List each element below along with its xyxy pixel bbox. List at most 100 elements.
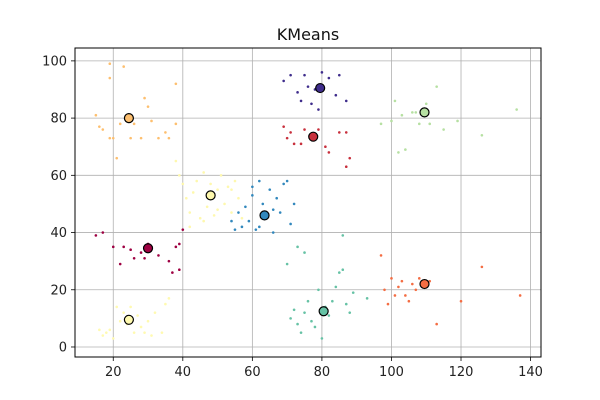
centroid-marker [123,314,135,325]
data-point [122,311,125,314]
data-point [292,202,296,206]
data-points [94,62,522,340]
data-point [226,185,230,189]
data-point [254,228,258,231]
data-point [247,219,251,223]
data-point [306,299,310,303]
data-point [164,131,167,134]
data-point [108,62,112,66]
data-point [184,196,188,200]
data-point [407,299,411,303]
data-point [285,136,289,140]
data-point [178,242,181,246]
x-tick-label: 120 [449,365,474,380]
data-point [334,93,338,97]
data-point [198,216,202,220]
data-point [230,188,233,191]
data-point [178,268,181,272]
centroid-marker [315,82,326,94]
data-point [271,231,275,234]
data-point [317,108,320,111]
data-point [397,285,400,289]
data-point [150,119,153,123]
data-point [317,128,320,131]
data-point [258,225,261,229]
data-point [157,254,160,257]
data-point [230,211,233,214]
data-point [104,331,108,334]
data-point [129,136,132,140]
data-point [94,234,98,237]
x-axis-ticks: 20 40 60 80 100 120 140 [105,357,543,380]
data-point [233,228,237,231]
data-point [404,294,407,297]
data-point [202,219,205,223]
data-point [101,128,105,131]
centroid-marker [419,278,430,290]
x-tick-label: 80 [314,365,331,380]
data-point [118,262,122,266]
x-tick-label: 40 [175,365,192,380]
data-point [327,151,331,154]
data-point [244,205,247,209]
data-point [143,96,146,100]
data-point [164,302,167,306]
y-tick-label: 20 [50,283,67,298]
data-point [174,245,178,249]
data-point [411,111,414,114]
y-tick-label: 60 [50,169,67,184]
data-point [317,288,320,292]
grid [75,48,541,357]
data-point [129,305,132,309]
data-point [400,113,404,117]
x-tick-label: 140 [518,365,543,380]
data-point [393,99,397,103]
data-point [122,245,125,249]
centroids [123,82,430,325]
data-point [132,256,136,260]
data-point [258,179,261,183]
data-point [205,205,209,209]
centroid-marker [259,210,270,221]
data-point [515,108,518,111]
data-point [296,245,299,249]
data-point [167,297,171,300]
data-point [167,259,171,263]
data-point [456,119,459,123]
data-point [98,328,101,332]
data-point [111,136,115,140]
data-point [337,73,341,77]
data-point [289,73,292,77]
data-point [337,271,341,274]
data-point [174,122,178,126]
data-point [313,325,317,329]
data-point [341,268,345,272]
data-point [292,142,296,146]
data-point [195,179,199,183]
data-point [230,219,233,223]
data-point [383,288,386,292]
data-point [118,122,122,126]
data-point [292,308,296,312]
data-point [282,125,285,128]
data-point [480,265,484,269]
data-point [275,196,279,200]
data-point [202,171,205,174]
data-point [344,302,348,306]
data-point [397,151,400,154]
data-point [320,71,324,74]
x-tick-label: 60 [244,365,261,380]
data-point [417,122,421,126]
data-point [174,82,178,86]
data-point [129,248,132,252]
data-point [240,225,244,229]
data-point [435,322,438,326]
data-point [344,165,348,169]
data-point [191,191,195,194]
chart-title: KMeans [277,25,339,44]
data-point [285,262,289,266]
data-point [414,288,418,292]
data-point [303,311,306,314]
data-point [108,136,112,140]
data-point [132,331,136,334]
